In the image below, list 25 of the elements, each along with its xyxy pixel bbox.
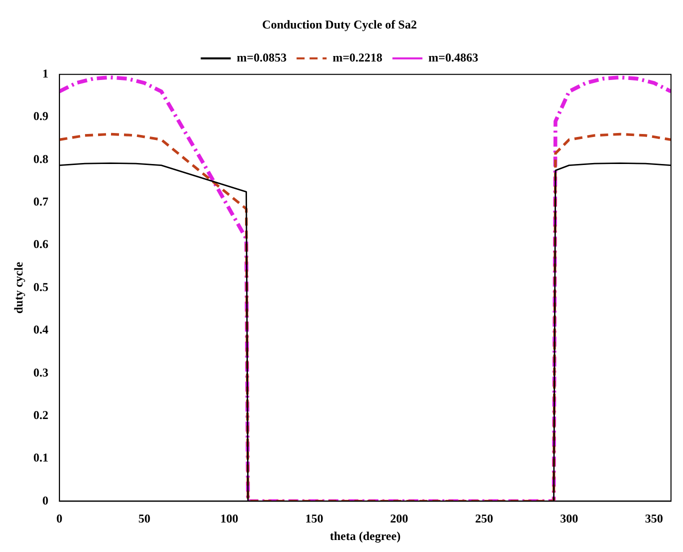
y-tick-label: 0 [42,493,48,508]
y-tick-label: 0.7 [33,194,48,209]
legend-label: m=0.4863 [428,50,478,64]
y-tick-label: 1 [42,66,48,80]
y-tick-label: 0.6 [33,237,48,252]
x-tick-label: 100 [220,511,238,526]
legend-label: m=0.0853 [236,50,287,64]
y-tick-label: 0.9 [33,109,48,124]
x-tick-label: 250 [475,511,494,526]
x-tick-label: 200 [390,511,408,526]
chart-title: Conduction Duty Cycle of Sa2 [262,17,417,32]
y-tick-label: 0.4 [33,322,48,337]
x-tick-label: 350 [645,511,664,526]
y-tick-label: 0.2 [33,408,48,422]
y-tick-label: 0.8 [33,152,48,166]
x-tick-label: 300 [560,511,578,526]
y-tick-label: 0.1 [33,450,48,465]
x-tick-label: 150 [305,511,324,526]
x-axis-title: theta (degree) [330,528,401,543]
x-tick-label: 50 [138,511,150,526]
y-tick-label: 0.3 [33,365,48,380]
legend-label: m=0.2218 [332,50,382,64]
y-axis-title: duty cycle [11,261,26,314]
y-tick-label: 0.5 [33,280,48,294]
x-tick-label: 0 [56,511,62,526]
